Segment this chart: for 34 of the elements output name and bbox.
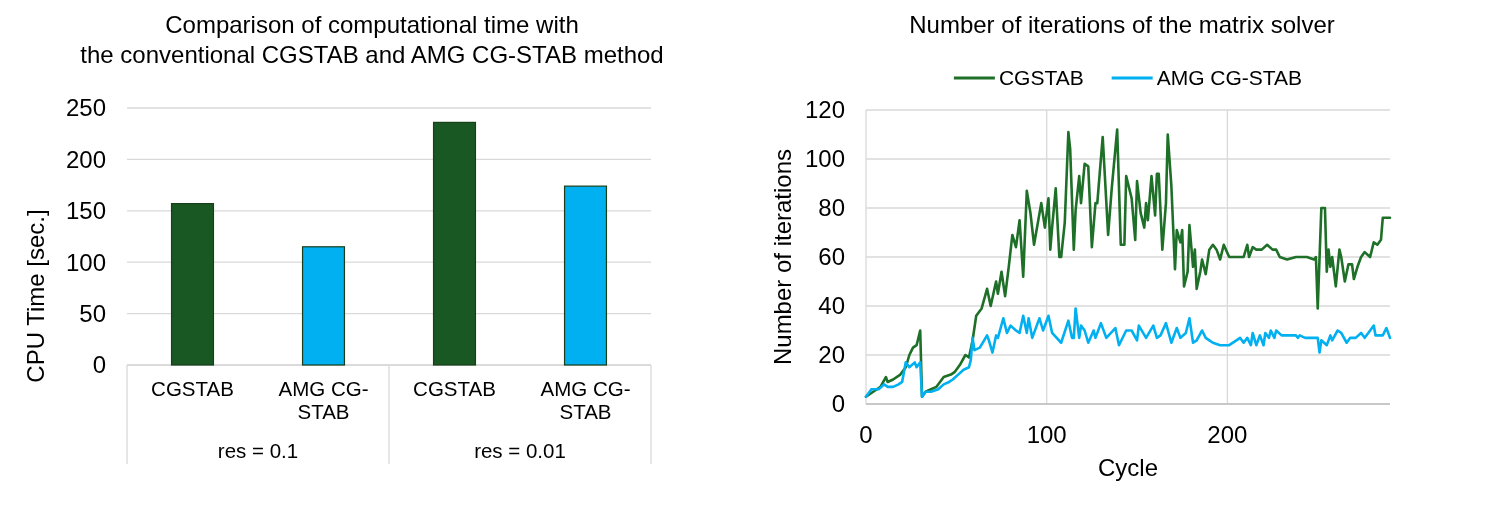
bar xyxy=(563,185,608,366)
chart-title: Number of iterations of the matrix solver xyxy=(909,11,1335,39)
text: AMG CG-STAB xyxy=(278,377,369,424)
legend-label: CGSTAB xyxy=(998,66,1084,90)
bar xyxy=(432,121,477,366)
y-tick-label: 100 xyxy=(804,145,845,173)
y-tick-label: 120 xyxy=(804,96,845,124)
legend-label: AMG CG-STAB xyxy=(1156,66,1303,90)
y-tick-label: 200 xyxy=(65,145,106,173)
series-label: CGSTAB xyxy=(151,377,234,401)
y-tick-label: 150 xyxy=(65,197,106,225)
series-label: AMG CG-STAB xyxy=(540,377,631,424)
text: CGSTAB xyxy=(413,377,496,401)
y-tick-label: 50 xyxy=(79,300,106,327)
line-series xyxy=(864,307,1392,398)
y-tick-label: 250 xyxy=(65,94,106,122)
y-tick-label: 80 xyxy=(818,194,845,222)
x-tick-label: res = 0.1 xyxy=(217,439,299,463)
bar xyxy=(301,246,346,366)
y-tick-label: 20 xyxy=(818,341,845,369)
bar xyxy=(170,203,215,366)
y-tick-label: 60 xyxy=(818,243,845,271)
y-tick-label: 0 xyxy=(831,390,845,418)
chart-title: Comparison of computational time with the conventional CGSTAB and AMG CG-STAB method xyxy=(80,11,664,69)
y-tick-label: 0 xyxy=(92,351,106,379)
x-tick-label: 0 xyxy=(859,421,873,449)
x-tick-label: 200 xyxy=(1207,421,1248,449)
y-axis-title: Number of iterations xyxy=(769,148,797,366)
y-axis-title: CPU Time [sec.] xyxy=(22,209,50,383)
y-tick-label: 100 xyxy=(65,248,106,276)
y-tick-label: 40 xyxy=(818,292,845,320)
x-tick-label: 100 xyxy=(1026,421,1067,449)
x-tick-label: res = 0.01 xyxy=(474,439,566,463)
x-axis-title: Cycle xyxy=(1097,454,1159,482)
